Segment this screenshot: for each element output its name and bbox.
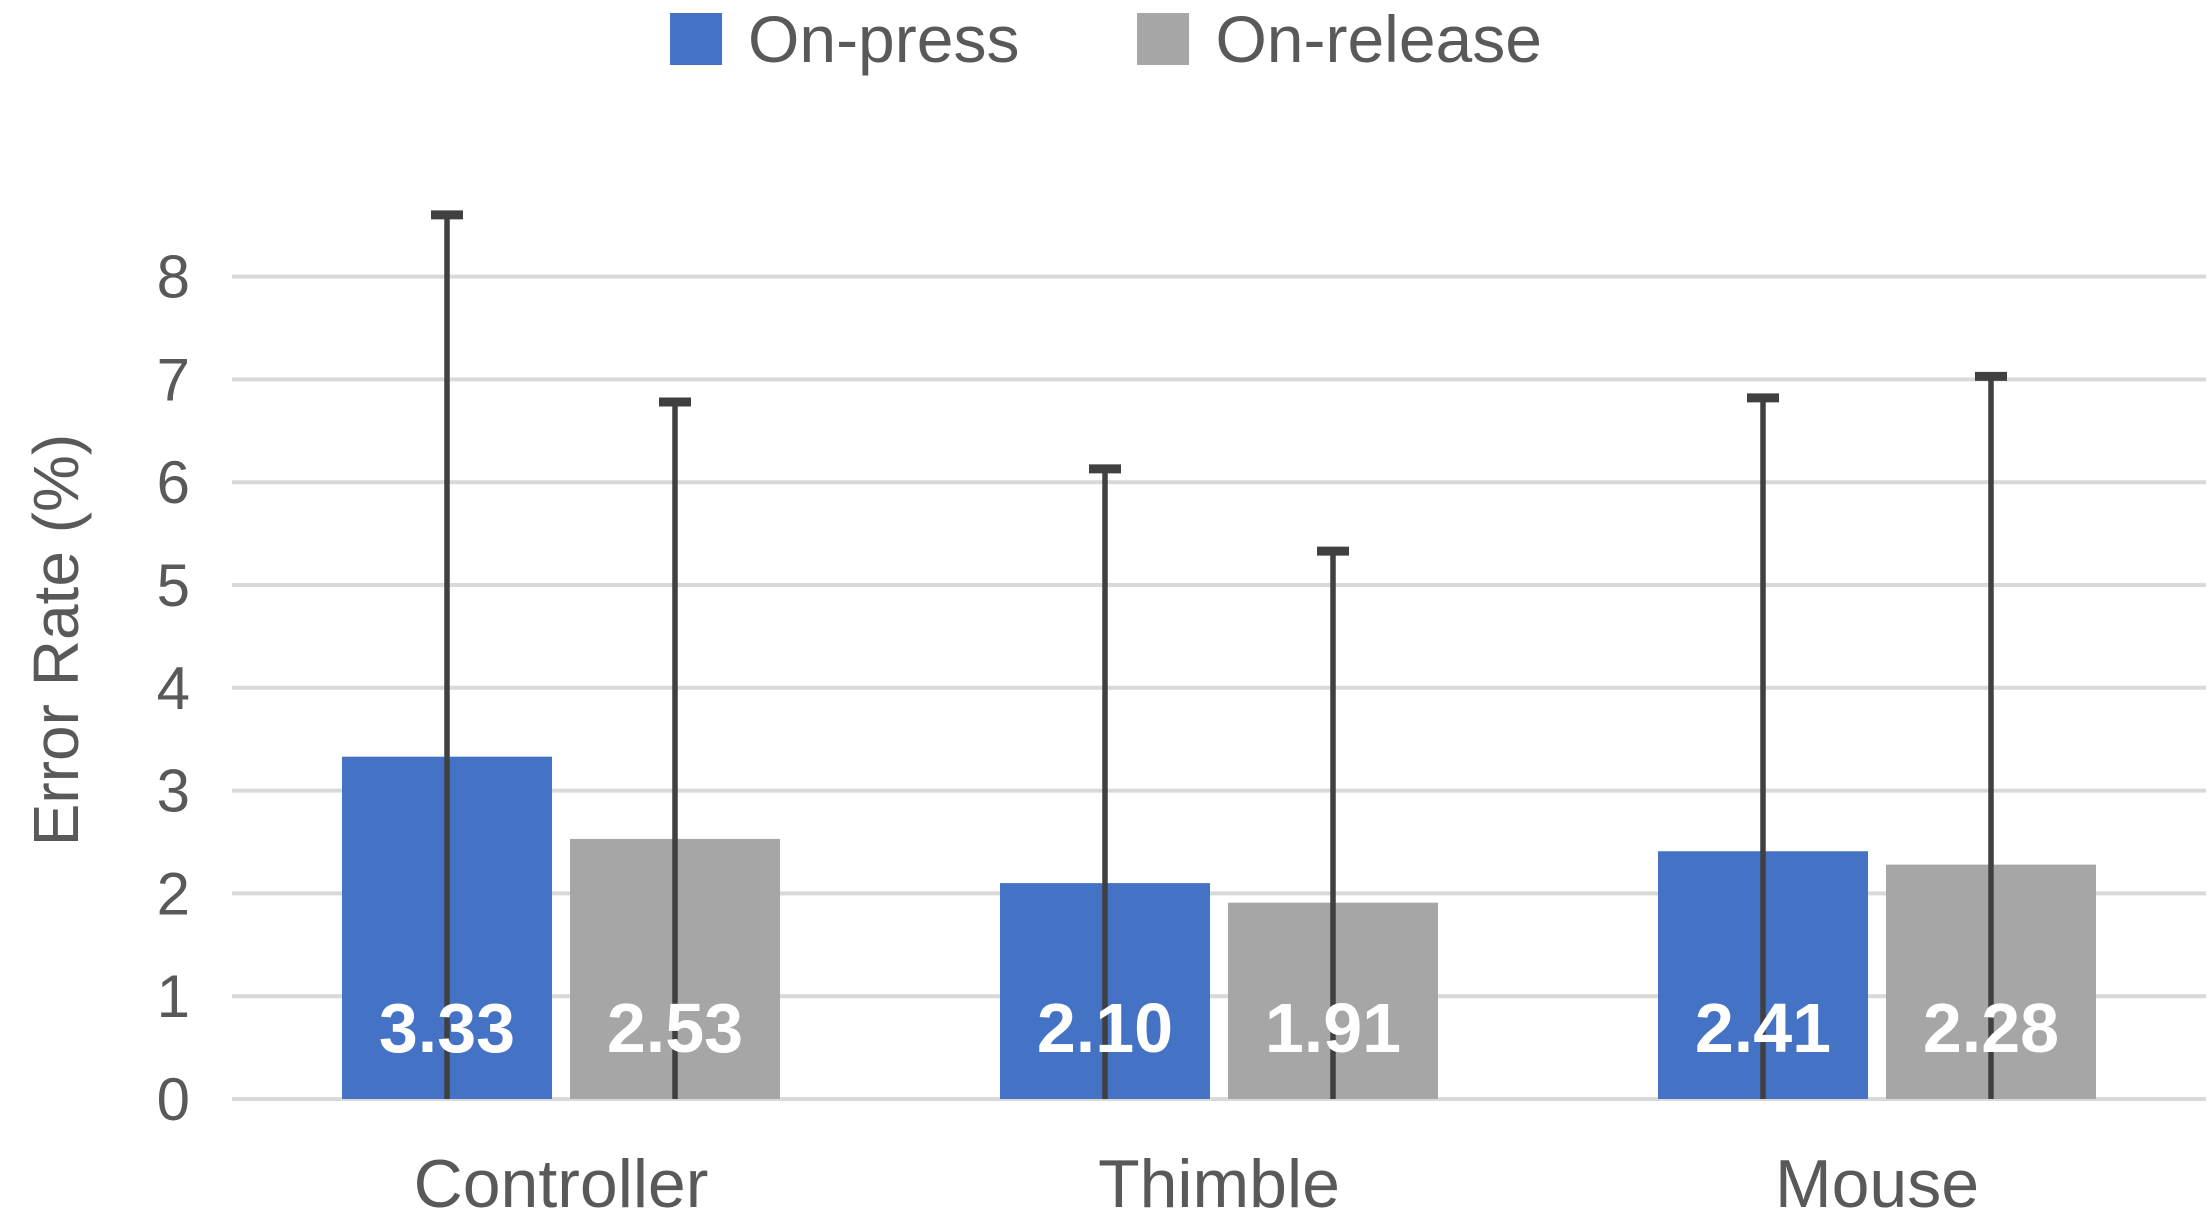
legend-swatch-on-press-icon (670, 13, 723, 65)
y-tick-label: 8 (157, 244, 190, 311)
bar-value-label-on-press-mouse: 2.41 (1695, 989, 1831, 1067)
x-category-label-mouse: Mouse (1775, 1146, 1979, 1222)
legend-label-on-press: On-press (748, 2, 1020, 76)
y-tick-label: 3 (157, 758, 190, 825)
x-category-label-thimble: Thimble (1098, 1146, 1340, 1222)
y-tick-label: 0 (157, 1066, 190, 1133)
y-tick-label: 5 (157, 552, 190, 619)
legend-item-on-release: On-release (1137, 6, 1542, 72)
y-tick-label: 7 (157, 346, 190, 413)
bar-value-label-on-release-controller: 2.53 (607, 989, 743, 1067)
bar-value-label-on-press-controller: 3.33 (379, 989, 515, 1067)
y-tick-label: 2 (157, 860, 190, 927)
legend-swatch-on-release-icon (1137, 13, 1190, 65)
chart-legend: On-press On-release (670, 6, 1542, 72)
y-tick-label: 1 (157, 963, 190, 1030)
legend-label-on-release: On-release (1215, 2, 1542, 76)
legend-item-on-press: On-press (670, 6, 1019, 72)
bar-value-label-on-release-thimble: 1.91 (1265, 989, 1401, 1067)
y-tick-label: 4 (157, 655, 190, 722)
y-tick-label: 6 (157, 449, 190, 516)
bar-value-label-on-release-mouse: 2.28 (1923, 989, 2059, 1067)
bar-value-label-on-press-thimble: 2.10 (1037, 989, 1173, 1067)
x-category-label-controller: Controller (414, 1146, 709, 1222)
